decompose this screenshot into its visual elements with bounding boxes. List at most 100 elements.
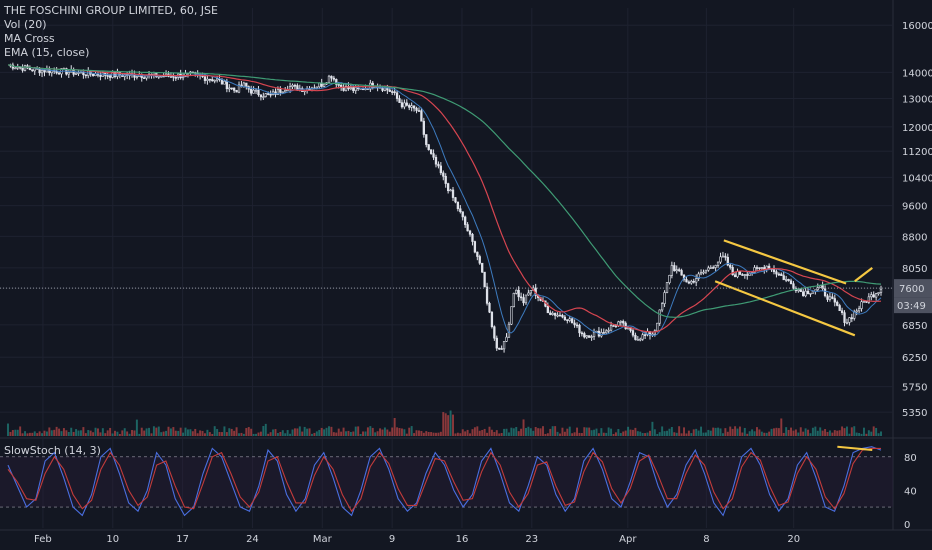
volume-bar — [707, 429, 710, 436]
volume-bar — [704, 432, 707, 436]
volume-bar — [836, 430, 839, 436]
volume-bar — [758, 429, 761, 436]
candle-body — [580, 332, 584, 335]
volume-bar — [276, 433, 279, 436]
volume-bar — [821, 430, 824, 436]
ema-indicator-label[interactable]: EMA (15, close) — [4, 46, 90, 59]
candle-body — [658, 309, 661, 324]
candle-body — [678, 269, 681, 271]
volume-bar — [221, 432, 223, 436]
candle-body — [804, 290, 807, 297]
candle-body — [838, 305, 841, 311]
volume-bar — [160, 432, 163, 436]
volume-bar — [756, 427, 758, 436]
volume-bar — [262, 426, 265, 436]
volume-bar — [342, 427, 345, 436]
volume-bar — [379, 428, 382, 436]
time-tick-label: Feb — [34, 534, 52, 545]
candle-body — [821, 285, 824, 289]
volume-bar — [807, 429, 810, 436]
volume-bar — [352, 431, 355, 436]
volume-bar — [279, 431, 282, 436]
volume-bar — [566, 428, 569, 436]
volume-bar — [62, 428, 65, 436]
volume-bar — [296, 428, 299, 436]
volume-bar — [695, 428, 698, 436]
volume-bar — [529, 428, 532, 436]
volume-bar — [172, 427, 175, 436]
volume-bar — [855, 432, 858, 436]
volume-bar — [610, 428, 613, 436]
volume-bar — [505, 428, 508, 436]
candle-body — [57, 72, 61, 75]
volume-bar — [673, 432, 676, 436]
volume-bar — [272, 429, 275, 436]
volume-bar — [442, 412, 445, 436]
candle-body — [870, 294, 873, 298]
time-tick-label: Apr — [619, 534, 637, 545]
candle-body — [391, 91, 394, 93]
volume-bar — [269, 432, 272, 436]
volume-bar — [354, 426, 357, 436]
volume-indicator-label[interactable]: Vol (20) — [4, 18, 47, 31]
volume-bar — [189, 429, 192, 436]
candle-body — [529, 290, 532, 294]
volume-bar — [398, 428, 401, 436]
volume-bar — [510, 427, 513, 436]
candle-body — [332, 77, 336, 80]
candle-body — [746, 274, 749, 276]
volume-bar — [264, 423, 267, 436]
volume-bar — [186, 429, 189, 436]
stoch-legend[interactable]: SlowStoch (14, 3) — [4, 444, 101, 457]
volume-bar — [362, 431, 365, 436]
candle-body — [99, 74, 102, 77]
volume-bar — [405, 433, 408, 436]
candle-body — [802, 291, 805, 297]
candle-body — [395, 92, 399, 99]
volume-bar — [741, 432, 744, 436]
candle-body — [488, 303, 491, 313]
candle-body — [836, 301, 839, 306]
volume-bar — [517, 431, 520, 436]
candle-body — [561, 314, 564, 318]
volume-bar — [148, 427, 151, 436]
candle-body — [643, 334, 647, 336]
candle-body — [451, 189, 455, 198]
volume-bar — [447, 415, 450, 436]
price-tick-label: 14000 — [902, 68, 932, 79]
candle-body — [592, 332, 596, 337]
candle-body — [459, 208, 462, 212]
ma-cross-indicator-label[interactable]: MA Cross — [4, 32, 55, 45]
candle-body — [733, 274, 737, 278]
volume-bar — [848, 433, 851, 436]
stoch-indicator-label[interactable]: SlowStoch (14, 3) — [4, 444, 101, 457]
volume-bar — [245, 428, 248, 436]
volume-bar — [43, 430, 46, 436]
candle-body — [738, 271, 742, 275]
volume-bar — [182, 432, 185, 436]
candle-body — [468, 230, 472, 235]
volume-bar — [439, 431, 442, 436]
volume-bar — [415, 430, 418, 436]
volume-bar — [712, 427, 715, 436]
volume-bar — [216, 429, 219, 436]
volume-bar — [123, 428, 126, 436]
volume-bar — [527, 426, 530, 436]
volume-bar — [498, 433, 501, 436]
candle-body — [845, 322, 849, 324]
candle-body — [439, 165, 443, 174]
volume-bar — [656, 433, 659, 436]
candle-body — [546, 305, 549, 314]
candle-body — [843, 312, 846, 323]
volume-bar — [461, 429, 464, 436]
volume-bar — [60, 431, 63, 436]
candle-body — [665, 282, 669, 293]
candle-body — [342, 87, 345, 91]
volume-bar — [225, 432, 228, 436]
candle-body — [330, 75, 333, 79]
volume-bar — [179, 427, 182, 436]
volume-bar — [48, 427, 51, 436]
candle-body — [809, 292, 812, 295]
